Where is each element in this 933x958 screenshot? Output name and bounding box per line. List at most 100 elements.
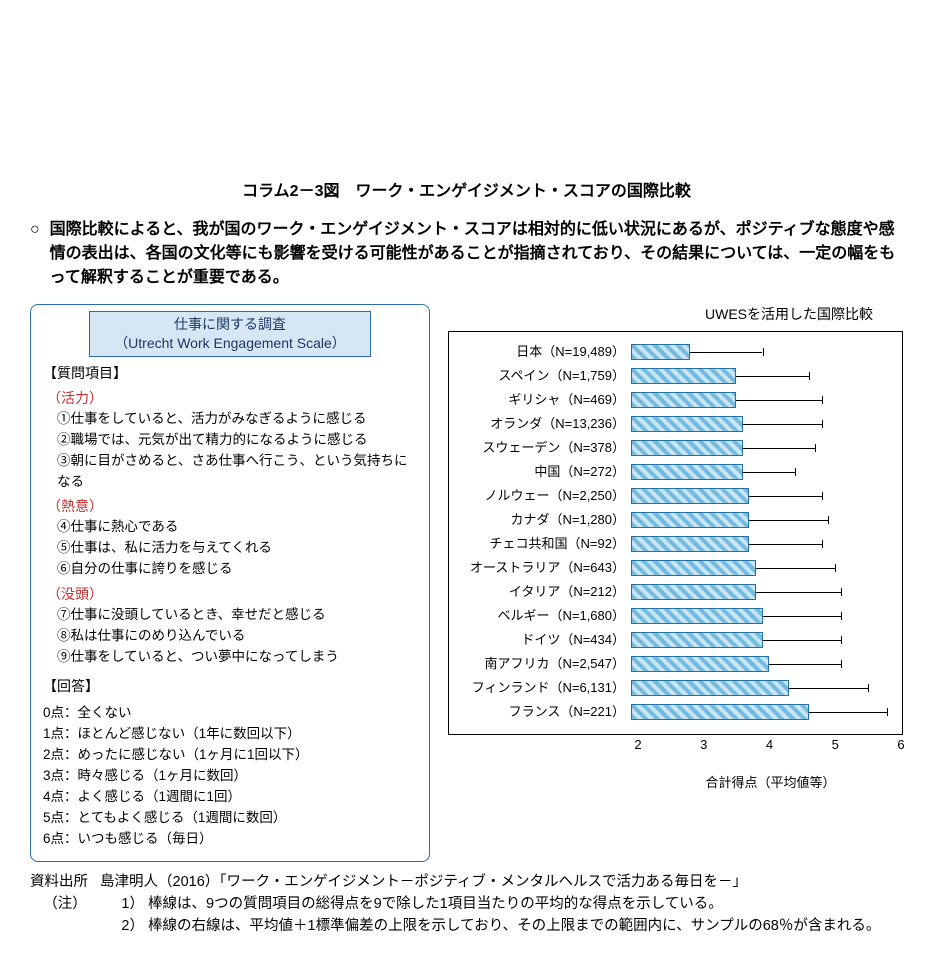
chart-error-cap <box>795 468 796 476</box>
chart-error-cap <box>835 564 836 572</box>
two-column-area: 仕事に関する調査 （Utrecht Work Engagement Scale）… <box>30 304 903 862</box>
chart-bar-area <box>631 700 894 724</box>
chart-row-label: ベルギー（N=1,680） <box>457 606 631 626</box>
chart-bar <box>631 440 743 456</box>
category-dedication: （熱意） <box>47 496 417 517</box>
chart-bar <box>631 344 690 360</box>
chart-bar-area <box>631 676 894 700</box>
note-text: 棒線の右線は、平均値＋1標準偏差の上限を示しており、その上限までの範囲内に、サン… <box>148 916 880 938</box>
chart-bar <box>631 368 736 384</box>
chart-bar <box>631 488 749 504</box>
chart-error-cap <box>809 372 810 380</box>
answer-row: 1点：ほとんど感じない（1年に数回以下） <box>43 724 417 745</box>
chart-bar <box>631 680 789 696</box>
source-text: 島津明人（2016）「ワーク・エンゲイジメント－ポジティブ・メンタルヘルスで活力… <box>100 872 747 894</box>
survey-box: 仕事に関する調査 （Utrecht Work Engagement Scale）… <box>30 304 430 862</box>
x-tick: 5 <box>832 735 839 755</box>
chart-error-cap <box>841 636 842 644</box>
chart-error-line <box>736 400 821 401</box>
answer-row: 3点：時々感じる（1ヶ月に数回） <box>43 766 417 787</box>
chart-row: 中国（N=272） <box>457 460 894 484</box>
chart-bar-area <box>631 340 894 364</box>
chart-error-line <box>809 712 888 713</box>
chart-error-line <box>756 568 835 569</box>
chart-row-label: フィンランド（N=6,131） <box>457 678 631 698</box>
note-row-2: 2） 棒線の右線は、平均値＋1標準偏差の上限を示しており、その上限までの範囲内に… <box>30 916 903 938</box>
chart-error-line <box>789 688 868 689</box>
q-item: ③朝に目がさめると、さあ仕事へ行こう、という気持ちになる <box>57 451 417 493</box>
chart-row: スウェーデン（N=378） <box>457 436 894 460</box>
q-item: ①仕事をしていると、活力がみなぎるように感じる <box>57 409 417 430</box>
chart-row: ドイツ（N=434） <box>457 628 894 652</box>
answer-row: 2点：めったに感じない（1ヶ月に1回以下） <box>43 745 417 766</box>
chart-row-label: オランダ（N=13,236） <box>457 414 631 434</box>
chart-error-cap <box>822 540 823 548</box>
question-heading: 【質問項目】 <box>43 363 417 384</box>
survey-badge: 仕事に関する調査 （Utrecht Work Engagement Scale） <box>89 311 371 357</box>
chart-bar <box>631 536 749 552</box>
chart-row: カナダ（N=1,280） <box>457 508 894 532</box>
chart-row-label: ドイツ（N=434） <box>457 630 631 650</box>
category-vigor: （活力） <box>47 388 417 409</box>
chart-row-label: チェコ共和国（N=92） <box>457 534 631 554</box>
x-axis: 23456 <box>638 735 901 753</box>
chart-error-cap <box>763 348 764 356</box>
chart-row: フィンランド（N=6,131） <box>457 676 894 700</box>
chart-row: チェコ共和国（N=92） <box>457 532 894 556</box>
q-item: ⑥自分の仕事に誇りを感じる <box>57 559 417 580</box>
chart-title: UWESを活用した国際比較 <box>448 304 903 325</box>
q-item: ⑨仕事をしていると、つい夢中になってしまう <box>57 647 417 668</box>
chart-bar-area <box>631 436 894 460</box>
footnotes: 資料出所 島津明人（2016）「ワーク・エンゲイジメント－ポジティブ・メンタルヘ… <box>30 872 903 937</box>
chart-error-line <box>749 520 828 521</box>
note-number: 1） <box>100 894 148 916</box>
chart-bar-area <box>631 580 894 604</box>
chart-error-line <box>763 640 842 641</box>
answer-heading: 【回答】 <box>43 676 417 697</box>
x-tick: 4 <box>766 735 773 755</box>
chart-bar <box>631 632 763 648</box>
chart-row-label: 中国（N=272） <box>457 462 631 482</box>
chart-row: ノルウェー（N=2,250） <box>457 484 894 508</box>
source-label: 資料出所 <box>30 872 100 894</box>
chart-error-cap <box>822 420 823 428</box>
x-tick: 6 <box>897 735 904 755</box>
chart-frame: 日本（N=19,489）スペイン（N=1,759）ギリシャ（N=469）オランダ… <box>448 331 903 735</box>
chart-error-line <box>743 448 815 449</box>
chart-bar-area <box>631 532 894 556</box>
figure-title: コラム2－3図 ワーク・エンゲイジメント・スコアの国際比較 <box>30 180 903 204</box>
note-number: 2） <box>100 916 148 938</box>
chart-error-cap <box>887 708 888 716</box>
chart-bar <box>631 392 736 408</box>
chart-plot-area: 日本（N=19,489）スペイン（N=1,759）ギリシャ（N=469）オランダ… <box>457 340 894 726</box>
answer-row: 4点：よく感じる（1週間に1回） <box>43 787 417 808</box>
chart-bar-area <box>631 652 894 676</box>
chart-row-label: イタリア（N=212） <box>457 582 631 602</box>
chart-bar-area <box>631 628 894 652</box>
chart-row: オランダ（N=13,236） <box>457 412 894 436</box>
chart-bar <box>631 560 756 576</box>
survey-box-header: 仕事に関する調査 （Utrecht Work Engagement Scale） <box>43 311 417 357</box>
chart-bar-area <box>631 388 894 412</box>
note-row-1: （注） 1） 棒線は、9つの質問項目の総得点を9で除した1項目当たりの平均的な得… <box>30 894 903 916</box>
q-item: ⑤仕事は、私に活力を与えてくれる <box>57 538 417 559</box>
note-text: 棒線は、9つの質問項目の総得点を9で除した1項目当たりの平均的な得点を示している… <box>148 894 723 916</box>
x-axis-label: 合計得点（平均値等） <box>638 773 903 793</box>
x-tick: 3 <box>700 735 707 755</box>
chart-error-line <box>743 424 822 425</box>
summary-bullet: ○ <box>30 218 40 242</box>
chart-row: ベルギー（N=1,680） <box>457 604 894 628</box>
chart-bar <box>631 584 756 600</box>
chart-error-cap <box>815 444 816 452</box>
chart-error-line <box>769 664 841 665</box>
badge-line2: （Utrecht Work Engagement Scale） <box>114 335 346 351</box>
q-item: ④仕事に熱心である <box>57 517 417 538</box>
chart-row-label: 南アフリカ（N=2,547） <box>457 654 631 674</box>
chart-error-cap <box>841 660 842 668</box>
chart-bar-area <box>631 604 894 628</box>
note-label-blank <box>30 916 100 938</box>
chart-bar-area <box>631 556 894 580</box>
chart-row: フランス（N=221） <box>457 700 894 724</box>
chart-row-label: ギリシャ（N=469） <box>457 390 631 410</box>
chart-error-line <box>756 592 841 593</box>
